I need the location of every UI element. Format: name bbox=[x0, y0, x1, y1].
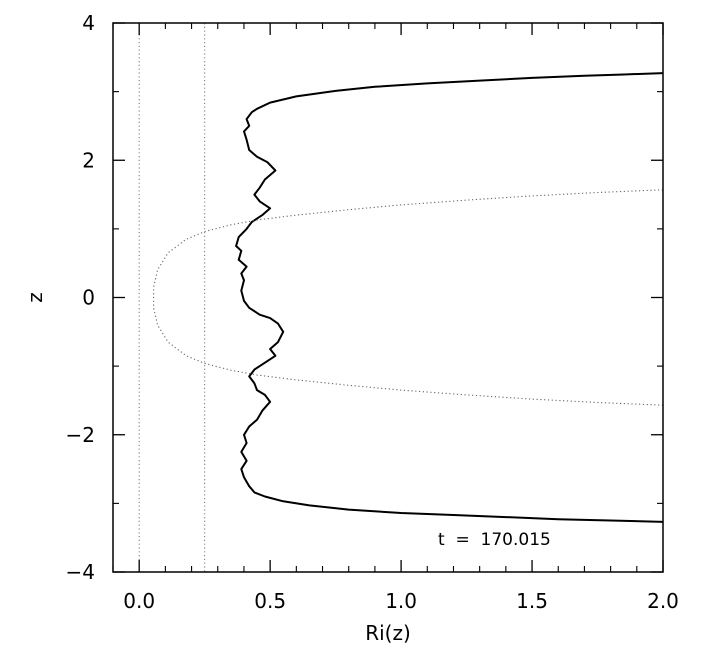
x-tick-label: 2.0 bbox=[647, 589, 679, 613]
x-axis-title: Ri(z) bbox=[365, 621, 411, 645]
x-tick-label: 1.0 bbox=[385, 589, 417, 613]
tick-marks bbox=[112, 22, 664, 573]
y-tick-labels: −4 −2 0 2 4 bbox=[66, 11, 95, 584]
x-tick-label: 0.5 bbox=[254, 589, 286, 613]
x-tick-label: 0.0 bbox=[123, 589, 155, 613]
y-tick-label: 0 bbox=[82, 286, 95, 310]
y-tick-label: 4 bbox=[82, 11, 95, 35]
time-annotation: t = 170.015 bbox=[438, 530, 551, 550]
x-tick-label: 1.5 bbox=[516, 589, 548, 613]
y-tick-label: 2 bbox=[82, 148, 95, 172]
y-tick-label: −4 bbox=[66, 560, 95, 584]
reference-lines bbox=[138, 23, 206, 572]
series-line-1 bbox=[153, 189, 664, 406]
y-tick-label: −2 bbox=[66, 423, 95, 447]
x-tick-labels: 0.0 0.5 1.0 1.5 2.0 bbox=[123, 589, 679, 613]
y-axis-title: z bbox=[23, 292, 47, 303]
plot-frame bbox=[112, 22, 664, 573]
data-series bbox=[153, 72, 664, 523]
series-line-0 bbox=[235, 72, 664, 523]
